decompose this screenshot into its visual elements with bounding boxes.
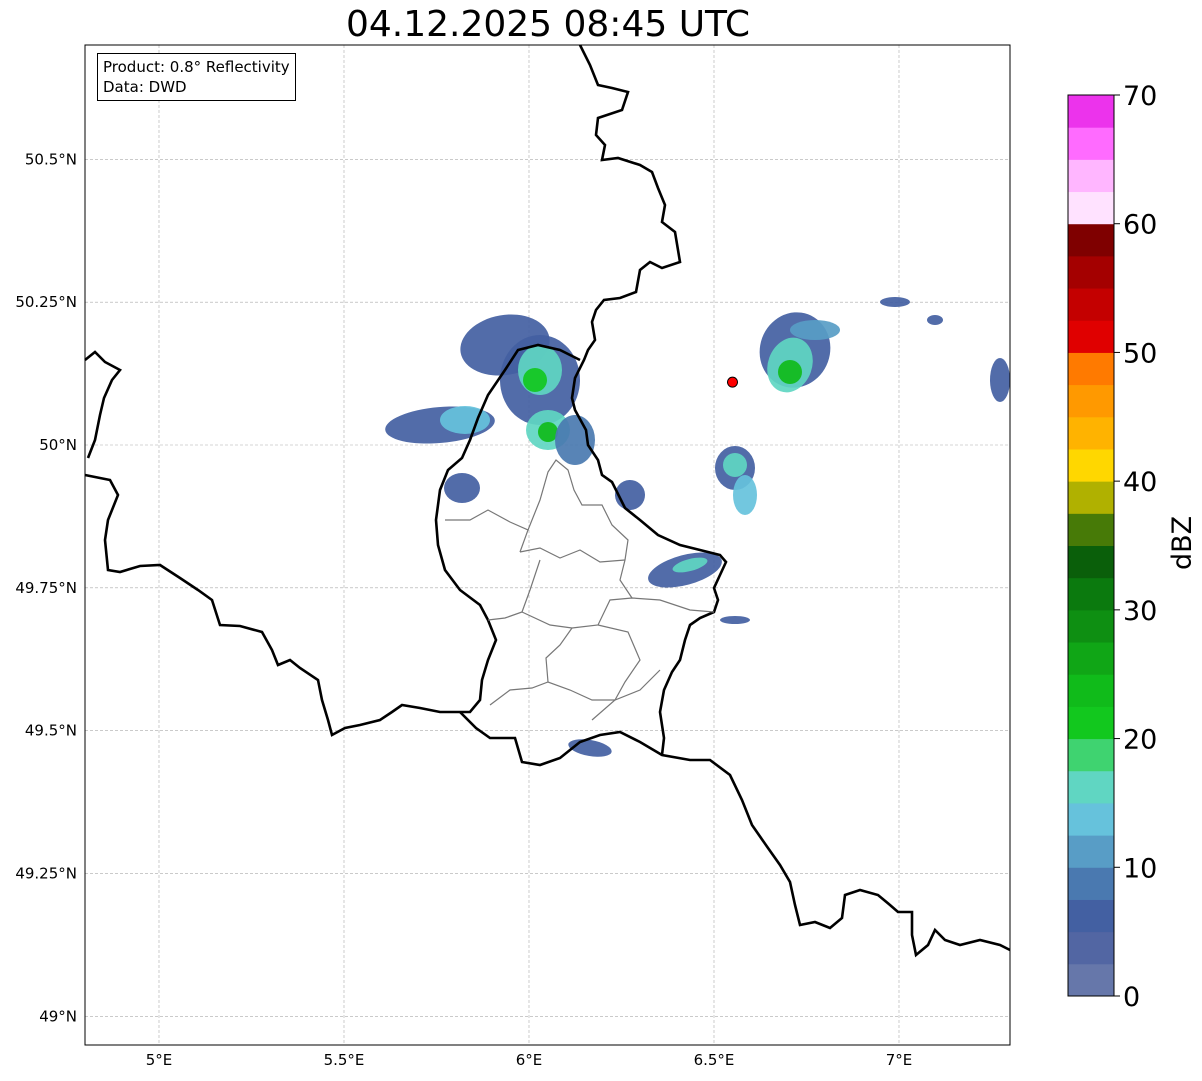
radar-echo-cell bbox=[538, 422, 558, 442]
district-borders bbox=[445, 459, 715, 721]
border-west-france bbox=[84, 473, 460, 737]
radar-echo-cell bbox=[778, 360, 802, 384]
radar-echo-cell bbox=[672, 557, 708, 573]
district-line-1 bbox=[445, 509, 529, 553]
border-lux-west bbox=[434, 343, 581, 714]
lon-tick-label: 6.5°E bbox=[694, 1051, 735, 1069]
district-line-3 bbox=[519, 547, 626, 563]
info-box: Product: 0.8° Reflectivity Data: DWD bbox=[97, 53, 296, 101]
info-product: Product: 0.8° Reflectivity bbox=[103, 58, 290, 76]
radar-echo-cell bbox=[615, 480, 645, 510]
radar-echo-cell bbox=[733, 475, 757, 515]
radar-echoes bbox=[385, 297, 1010, 757]
radar-echo-cell bbox=[440, 406, 490, 434]
border-south bbox=[459, 711, 1011, 958]
radar-site-dot bbox=[727, 376, 738, 388]
lat-tick-label: 50.25°N bbox=[15, 293, 77, 311]
map-frame bbox=[84, 44, 1011, 1046]
radar-echo-cell bbox=[444, 473, 480, 503]
district-line-5 bbox=[521, 597, 715, 629]
lat-tick-label: 49.25°N bbox=[15, 865, 77, 883]
lon-tick-label: 6°E bbox=[516, 1051, 543, 1069]
radar-site-marker bbox=[727, 376, 738, 388]
radar-echo-cell bbox=[723, 453, 747, 477]
district-line-4 bbox=[487, 559, 541, 621]
axis-ticks: 5°E 5.5°E 6°E 6.5°E 7°E 49°N 49.25°N 49.5°N 49.7… bbox=[15, 150, 912, 1069]
info-data-source: Data: DWD bbox=[103, 78, 187, 96]
lat-tick-label: 49.75°N bbox=[15, 579, 77, 597]
radar-echo-cell bbox=[790, 320, 840, 340]
district-line-7 bbox=[489, 669, 661, 706]
district-line-6 bbox=[591, 624, 641, 721]
radar-echo-cell bbox=[720, 616, 750, 624]
radar-echo-cell bbox=[555, 415, 595, 465]
colorbar-label: dBZ bbox=[1167, 515, 1198, 570]
radar-echo-cell bbox=[880, 297, 910, 307]
graticule bbox=[85, 45, 1010, 1045]
lon-tick-label: 7°E bbox=[886, 1051, 913, 1069]
radar-echo-cell bbox=[990, 358, 1010, 402]
country-borders bbox=[84, 44, 1011, 958]
lat-tick-label: 49.5°N bbox=[25, 722, 77, 740]
district-line-8 bbox=[545, 627, 573, 683]
radar-echo-cell bbox=[523, 368, 547, 392]
lat-tick-label: 49°N bbox=[39, 1007, 77, 1025]
map-title: 04.12.2025 08:45 UTC bbox=[345, 4, 751, 45]
lon-tick-label: 5.5°E bbox=[324, 1051, 365, 1069]
district-line-2 bbox=[527, 459, 633, 599]
border-north bbox=[570, 44, 728, 756]
lat-tick-label: 50.5°N bbox=[25, 150, 77, 168]
lon-tick-label: 5°E bbox=[146, 1051, 173, 1069]
lat-tick-label: 50°N bbox=[39, 436, 77, 454]
border-northwest bbox=[84, 350, 122, 459]
radar-echo-cell bbox=[927, 315, 943, 325]
